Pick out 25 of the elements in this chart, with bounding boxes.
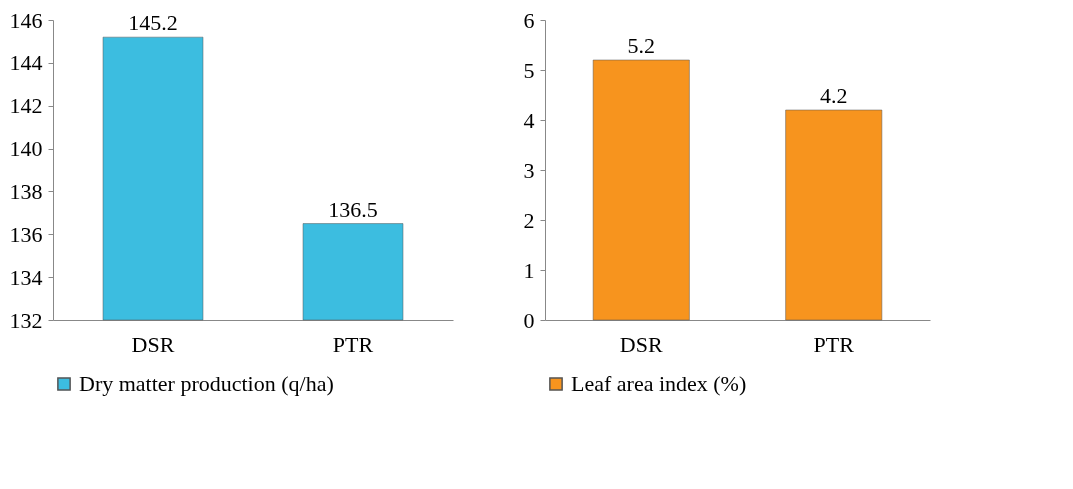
data-label: 4.2 (820, 83, 848, 108)
y-tick-label: 5 (523, 57, 535, 83)
y-tick-label: 138 (9, 178, 43, 204)
y-tick-label: 6 (523, 7, 535, 33)
y-tick-label: 144 (9, 50, 43, 76)
x-tick-label: DSR (619, 331, 663, 357)
y-tick-label: 3 (523, 157, 535, 183)
data-label: 145.2 (128, 10, 178, 36)
y-tick-label: 4 (523, 107, 535, 133)
y-tick-label: 140 (9, 136, 43, 162)
data-label: 5.2 (627, 33, 655, 58)
y-tick-label: 1 (523, 257, 535, 283)
y-tick-label: 2 (523, 207, 535, 233)
y-tick-label: 134 (9, 264, 43, 290)
x-tick-label: PTR (332, 331, 374, 357)
y-tick-label: 142 (9, 93, 43, 119)
y-tick-label: 0 (523, 307, 535, 333)
legend-label: Leaf area index (%) (571, 371, 747, 396)
x-tick-label: DSR (131, 331, 175, 357)
y-tick-label: 132 (9, 307, 43, 333)
data-label: 136.5 (328, 196, 378, 222)
y-tick-label: 136 (9, 221, 43, 247)
x-tick-label: PTR (813, 331, 855, 357)
legend-label: Dry matter production (q/ha) (79, 371, 334, 396)
y-tick-label: 146 (9, 7, 43, 33)
